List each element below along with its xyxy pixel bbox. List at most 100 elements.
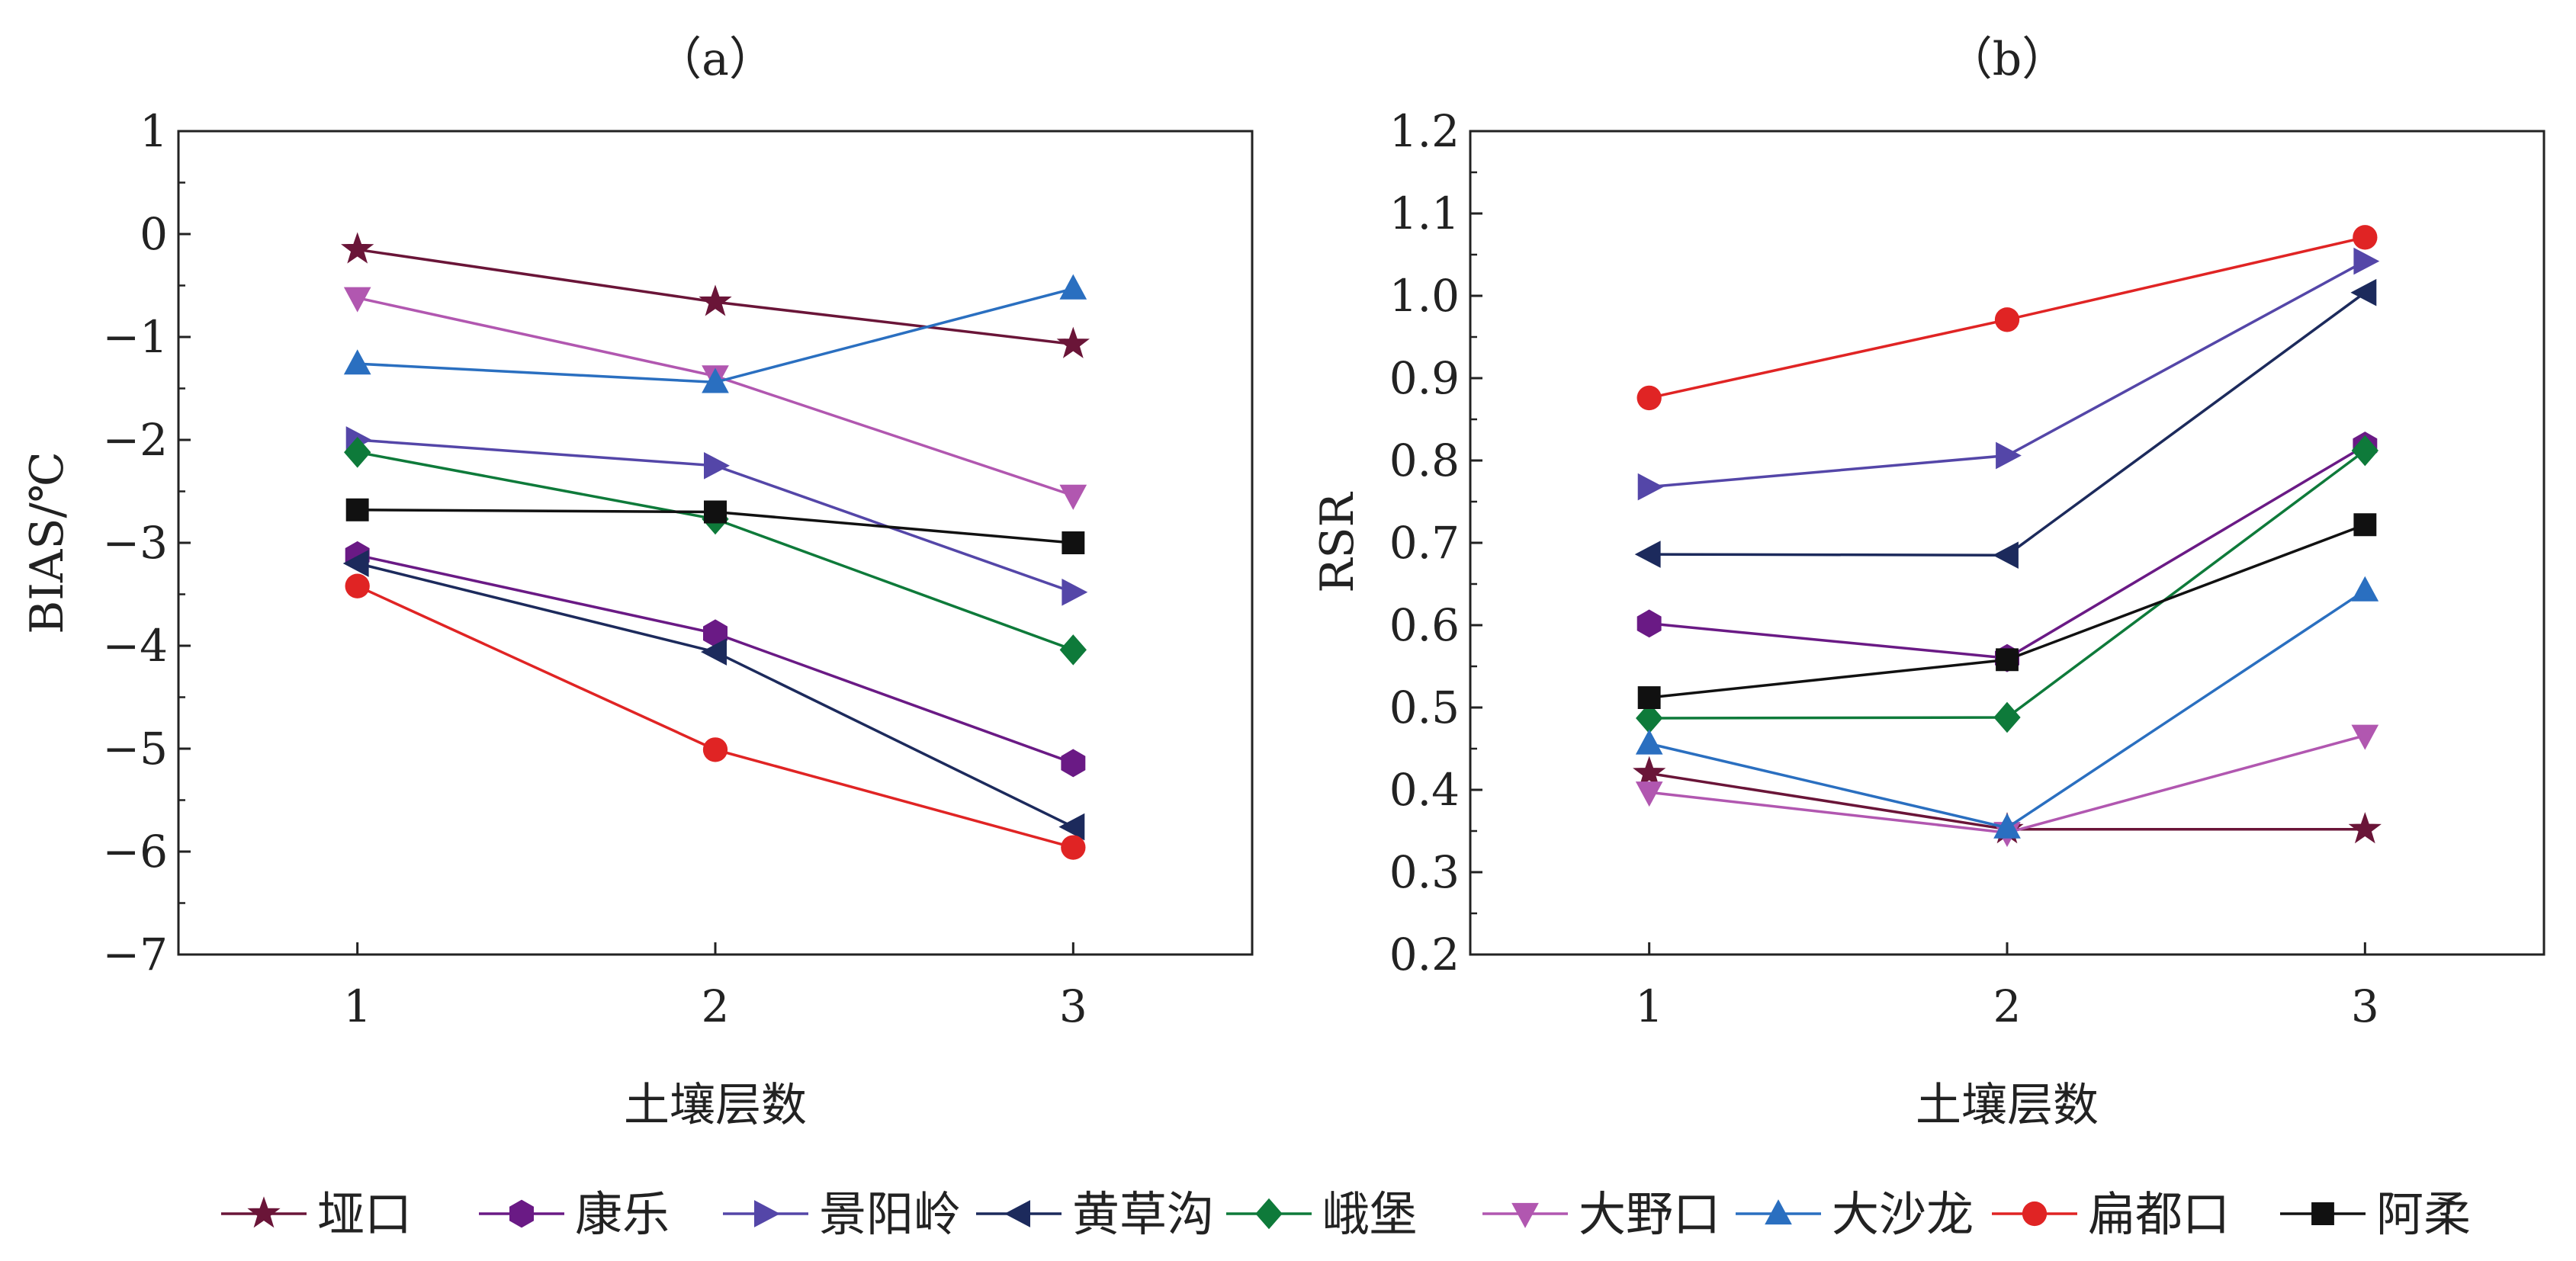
series-4 xyxy=(342,550,1085,841)
y-tick-label: 0.4 xyxy=(1389,764,1460,816)
data-point xyxy=(1062,578,1088,606)
data-point xyxy=(702,737,728,762)
x-tick-label: 2 xyxy=(1993,980,2022,1032)
data-point xyxy=(1061,835,1086,860)
y-tick-label: 1 xyxy=(140,105,168,157)
data-point xyxy=(1637,473,1664,501)
y-tick-label: 0.5 xyxy=(1389,682,1460,733)
y-tick-label: 1.1 xyxy=(1389,188,1460,239)
series-9 xyxy=(1637,513,2377,709)
legend-marker-icon xyxy=(2311,1202,2334,1225)
data-point xyxy=(2353,247,2380,275)
data-point xyxy=(1994,307,2020,332)
plot-frame xyxy=(177,130,1254,956)
data-point xyxy=(704,451,730,480)
x-tick-label: 3 xyxy=(1059,980,1087,1032)
data-point xyxy=(1996,441,2022,470)
data-point xyxy=(2348,812,2382,844)
data-point xyxy=(1062,531,1085,554)
y-axis-title: BIAS/℃ xyxy=(21,451,74,634)
legend-label: 扁都口 xyxy=(2088,1186,2230,1242)
y-tick-label: 1.0 xyxy=(1389,270,1460,322)
series-line xyxy=(1649,449,2366,720)
data-point xyxy=(1996,648,2019,672)
y-axis-title: RSR xyxy=(1311,491,1364,592)
panel-title: （b） xyxy=(1947,33,2067,86)
legend-marker-icon xyxy=(1765,1199,1792,1225)
data-point xyxy=(342,550,369,577)
series-8 xyxy=(1636,225,2378,411)
series-1 xyxy=(341,232,1090,358)
legend-label: 峨堡 xyxy=(1322,1186,1417,1242)
data-point xyxy=(1059,634,1087,666)
series-9 xyxy=(345,498,1085,554)
x-tick-label: 3 xyxy=(2351,980,2379,1032)
y-tick-label: 0.7 xyxy=(1389,517,1460,569)
legend-item: 大沙龙 xyxy=(1736,1186,1974,1242)
data-point xyxy=(702,367,729,393)
series-line xyxy=(357,562,1074,829)
legend-label: 景阳岭 xyxy=(819,1186,961,1242)
legend-item: 康乐 xyxy=(479,1186,670,1242)
data-point xyxy=(1993,701,2021,733)
data-point xyxy=(699,284,732,316)
legend-marker-icon xyxy=(1255,1198,1283,1230)
y-tick-label: −1 xyxy=(103,311,169,363)
x-tick-label: 2 xyxy=(702,980,730,1032)
x-axis-title: 土壤层数 xyxy=(624,1079,807,1132)
y-tick-label: 0.6 xyxy=(1389,599,1460,651)
legend-marker-icon xyxy=(247,1196,281,1228)
data-point xyxy=(2350,278,2377,306)
y-tick-label: 0 xyxy=(140,208,168,260)
legend-item: 阿柔 xyxy=(2280,1186,2471,1242)
y-tick-label: −2 xyxy=(103,414,169,466)
data-point xyxy=(1059,484,1087,510)
series-7 xyxy=(1635,576,2379,839)
data-point xyxy=(343,287,371,313)
data-point xyxy=(1061,749,1086,778)
data-point xyxy=(1635,729,1663,755)
legend-item: 景阳岭 xyxy=(723,1186,961,1242)
data-point xyxy=(345,573,370,598)
y-tick-label: −4 xyxy=(103,620,169,672)
panel-a-bias-chart: （a） 1 0 −1 −2 −3 −4 −5 −6 −7 1 2 3 土壤层数 BIAS/℃ xyxy=(21,33,1254,1132)
y-tick-label: −3 xyxy=(103,517,169,569)
data-point xyxy=(2353,225,2378,250)
data-point xyxy=(2351,724,2379,750)
legend-marker-icon xyxy=(1511,1202,1539,1228)
y-tick-label: −6 xyxy=(103,826,169,878)
legend: 垭口 康乐 景阳岭 黄草沟 峨堡 大野口 大沙龙 扁都口 阿柔 xyxy=(221,1186,2471,1242)
y-tick-label: −7 xyxy=(103,929,169,980)
data-point xyxy=(1633,756,1666,788)
data-point xyxy=(2351,435,2378,467)
legend-item: 峨堡 xyxy=(1226,1186,1417,1242)
x-axis-title: 土壤层数 xyxy=(1916,1079,2099,1132)
data-point xyxy=(1635,781,1663,807)
data-point xyxy=(1058,813,1085,841)
data-point xyxy=(345,498,369,521)
data-point xyxy=(704,500,727,524)
panel-b-rsr-chart: （b） 1.2 1.1 1.0 0.9 0.8 0.7 0.6 0.5 0.4 0.3 0.2 1 2 3 土… xyxy=(1311,33,2545,1132)
legend-label: 黄草沟 xyxy=(1072,1186,1214,1242)
legend-item: 垭口 xyxy=(221,1186,412,1242)
data-point xyxy=(701,638,727,666)
data-point xyxy=(1056,326,1090,358)
series-3 xyxy=(1637,247,2380,501)
y-tick-label: 0.3 xyxy=(1389,846,1460,898)
series-6 xyxy=(343,287,1087,510)
x-tick-label: 1 xyxy=(1635,980,1663,1032)
series-7 xyxy=(343,274,1087,393)
legend-item: 黄草沟 xyxy=(976,1186,1214,1242)
data-point xyxy=(1636,385,1662,411)
data-point xyxy=(2353,513,2377,537)
y-tick-label: 0.9 xyxy=(1389,352,1460,404)
legend-label: 大野口 xyxy=(1579,1186,1720,1242)
legend-marker-icon xyxy=(754,1200,780,1227)
data-point xyxy=(341,232,374,264)
data-point xyxy=(1059,274,1087,300)
legend-marker-icon xyxy=(509,1199,534,1228)
x-tick-label: 1 xyxy=(343,980,371,1032)
y-tick-label: −5 xyxy=(103,723,169,775)
data-point xyxy=(1637,686,1661,709)
